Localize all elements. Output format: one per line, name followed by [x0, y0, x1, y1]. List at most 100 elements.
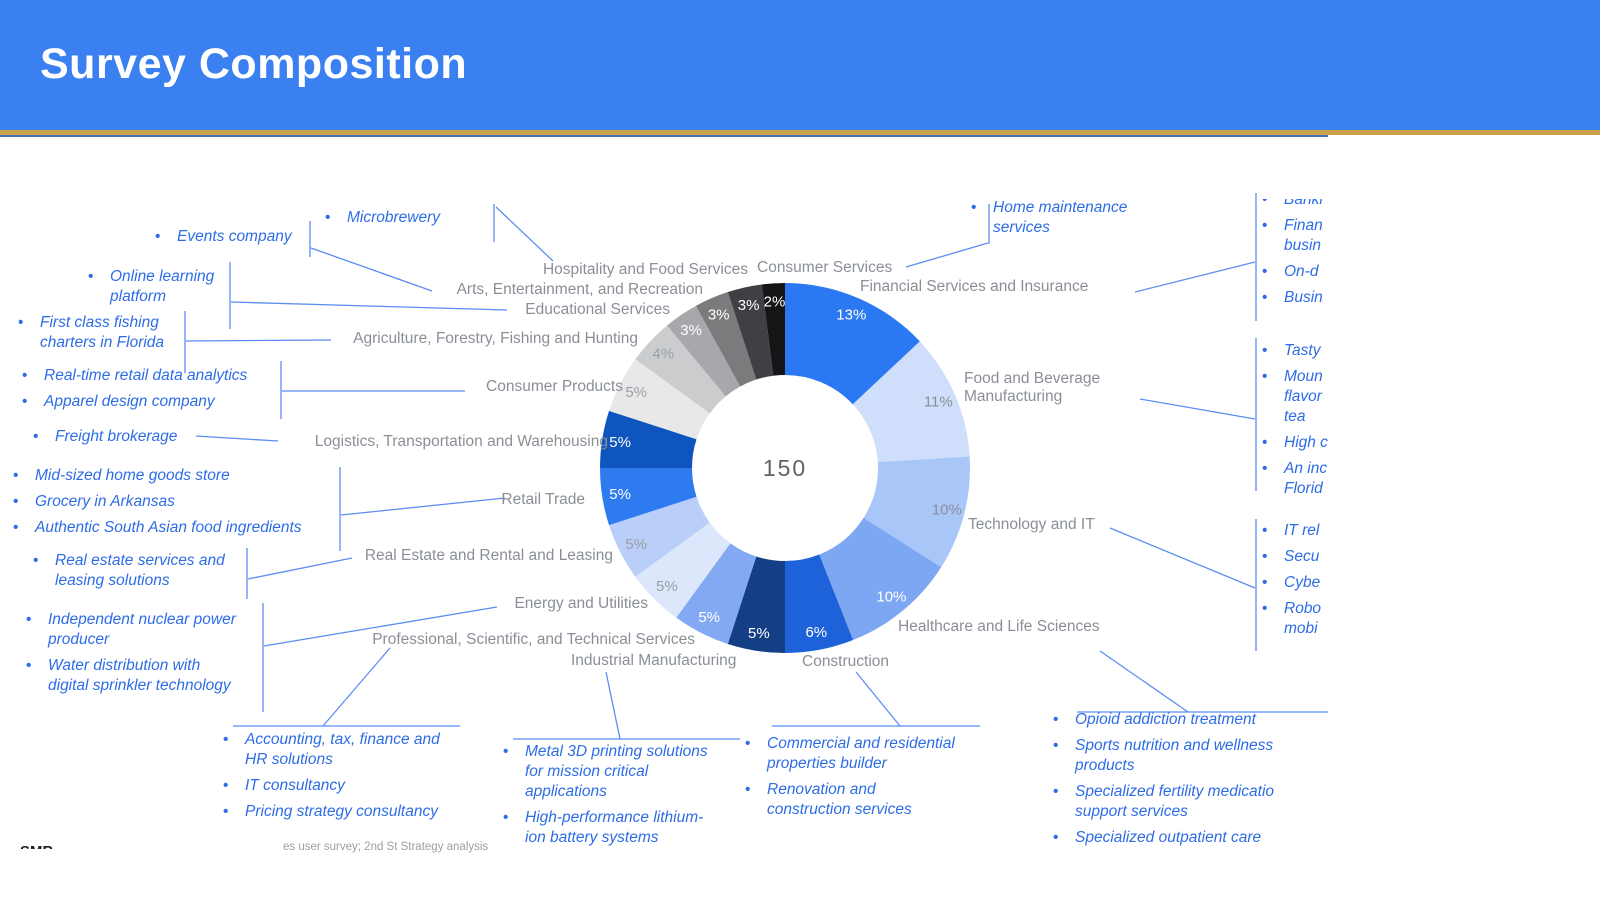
pie-slice-percent-consumer-services: 2% [764, 293, 786, 310]
callout-item: Moun flavor tea [1262, 367, 1330, 427]
callout-item: Real-time retail data analytics [22, 366, 302, 386]
callout-item: Finan busin [1262, 216, 1330, 256]
callout-item: Events company [155, 227, 292, 247]
callout-item: Online learning platform [88, 267, 238, 307]
pie-slice-technology-and-it [863, 456, 970, 568]
callout-real-estate: Real estate services and leasing solutio… [33, 551, 263, 597]
callout-item: First class fishing charters in Florida [18, 313, 188, 353]
page-title: Survey Composition [40, 40, 468, 88]
callout-item: Home maintenance services [971, 198, 1151, 238]
callout-technology-clipped: IT rel Secu Cybe Robo mobi [1262, 521, 1330, 645]
slice-label-food-bev: Food and Beverage Manufacturing [964, 370, 1101, 405]
callout-item: An inc Florid [1262, 459, 1330, 499]
callout-logistics: Freight brokerage [33, 427, 177, 453]
callout-healthcare: Opioid addiction treatment Sports nutrit… [1053, 710, 1323, 854]
callout-arts: Events company [155, 227, 292, 253]
callout-professional: Accounting, tax, finance and HR solution… [223, 730, 473, 828]
pie-slice-percent-logistics-transportation-warehousing: 5% [609, 434, 631, 451]
callout-financial-clipped: Banki Finan busin On-d Busin [1262, 199, 1330, 314]
pie-slice-percent-energy-and-utilities: 5% [656, 578, 678, 595]
callout-item: Mid-sized home goods store [13, 466, 353, 486]
callout-item: Pricing strategy consultancy [223, 802, 473, 822]
pie-slice-percent-professional-scientific-technical: 5% [698, 609, 720, 626]
header-bar [0, 0, 1600, 130]
callout-item: Cybe [1262, 573, 1330, 593]
accent-line [0, 130, 1600, 135]
slice-label-energy: Energy and Utilities [514, 595, 648, 612]
callout-item: Tasty [1262, 341, 1330, 361]
callout-item: Specialized outpatient care [1053, 828, 1323, 848]
clipped-logo-fragment: SMB [20, 843, 80, 849]
pie-slice-industrial-manufacturing [727, 556, 785, 653]
slice-label-hospitality: Hospitality and Food Services [542, 261, 748, 278]
callout-item: Freight brokerage [33, 427, 177, 447]
pie-slice-educational-services [667, 305, 741, 397]
pie-slice-healthcare-and-life-sciences [819, 517, 942, 641]
pie-slice-financial-services-and-insurance [785, 283, 920, 405]
callout-item: Accounting, tax, finance and HR solution… [223, 730, 473, 770]
donut-center-total: 150 [762, 455, 808, 481]
pie-slice-percent-real-estate-rental-leasing: 5% [625, 536, 647, 553]
callout-item: Renovation and construction services [745, 780, 995, 820]
callout-item: Real estate services and leasing solutio… [33, 551, 263, 591]
pie-slice-agriculture-forestry-fishing-hunting [635, 325, 726, 414]
pie-slice-percent-construction: 6% [805, 624, 827, 641]
slice-label-educational: Educational Services [525, 301, 670, 318]
slice-label-financial: Financial Services and Insurance [860, 278, 1089, 295]
callout-item: Busin [1262, 288, 1330, 308]
callout-item: Banki [1262, 199, 1330, 210]
source-note: es user survey; 2nd St Strategy analysis [283, 841, 489, 853]
pie-slice-retail-trade [600, 468, 697, 526]
pie-slice-percent-industrial-manufacturing: 5% [748, 625, 770, 642]
pie-slice-consumer-products [609, 359, 710, 440]
slice-label-consumer-products: Consumer Products [486, 378, 623, 395]
pie-slice-hospitality-and-food-services [727, 284, 774, 380]
pie-slice-energy-and-utilities [635, 522, 731, 618]
pie-slice-consumer-services [761, 283, 785, 376]
callout-agriculture: First class fishing charters in Florida [18, 313, 188, 359]
callout-hospitality: Microbrewery [325, 208, 440, 234]
callout-item: Grocery in Arkansas [13, 492, 353, 512]
slice-label-industrial: Industrial Manufacturing [571, 652, 737, 669]
slice-label-arts: Arts, Entertainment, and Recreation [456, 281, 703, 298]
callout-item: High-performance lithium- ion battery sy… [503, 808, 748, 848]
callout-item: High c [1262, 433, 1330, 453]
donut-chart: 13%11%10%10%6%5%5%5%5%5%5%5%4%3%3%3% 2% [600, 283, 970, 653]
pie-slice-logistics-transportation-warehousing [600, 410, 697, 468]
pie-slice-percent-educational-services: 3% [680, 322, 702, 339]
slice-label-construction: Construction [802, 653, 890, 670]
pie-slice-percent-agriculture-forestry-fishing-hunting: 4% [652, 346, 674, 363]
pie-slice-professional-scientific-technical [676, 543, 757, 644]
pie-slice-construction [785, 554, 854, 653]
pie-slice-percent-financial-services-and-insurance: 13% [836, 307, 866, 324]
callout-food-bev-clipped: Tasty Moun flavor tea High c An inc Flor… [1262, 341, 1330, 505]
pie-slice-percent-retail-trade: 5% [609, 486, 631, 503]
callout-consumer-services: Home maintenance services [971, 198, 1151, 244]
callout-industrial: Metal 3D printing solutions for mission … [503, 742, 748, 854]
callout-item: Sports nutrition and wellness products [1053, 736, 1323, 776]
callout-item: Commercial and residential properties bu… [745, 734, 995, 774]
slice-label-healthcare: Healthcare and Life Sciences [898, 618, 1100, 635]
slice-label-technology: Technology and IT [968, 516, 1095, 533]
callout-item: IT rel [1262, 521, 1330, 541]
callout-item: Authentic South Asian food ingredients [13, 518, 353, 538]
pie-slice-percent-consumer-products: 5% [625, 384, 647, 401]
callout-item: On-d [1262, 262, 1330, 282]
slice-label-real-estate: Real Estate and Rental and Leasing [364, 547, 613, 564]
callout-item: Robo mobi [1262, 599, 1330, 639]
pie-slice-percent-food-and-beverage-manufacturing: 11% [924, 394, 953, 411]
pie-slice-arts-entertainment-recreation [695, 292, 757, 387]
pie-slice-food-and-beverage-manufacturing [852, 341, 970, 463]
callout-item: Independent nuclear power producer [26, 610, 276, 650]
callout-item: Opioid addiction treatment [1053, 710, 1323, 730]
callout-item: Metal 3D printing solutions for mission … [503, 742, 748, 802]
callout-consumer-products: Real-time retail data analytics Apparel … [22, 366, 302, 418]
slice-label-agriculture: Agriculture, Forestry, Fishing and Hunti… [353, 330, 638, 347]
accent-subline [0, 135, 1328, 137]
callout-item: IT consultancy [223, 776, 473, 796]
pie-slice-percent-hospitality-and-food-services: 3% [738, 297, 760, 314]
slice-label-professional: Professional, Scientific, and Technical … [372, 631, 695, 648]
slice-label-retail: Retail Trade [501, 491, 585, 508]
callout-retail: Mid-sized home goods store Grocery in Ar… [13, 466, 353, 544]
